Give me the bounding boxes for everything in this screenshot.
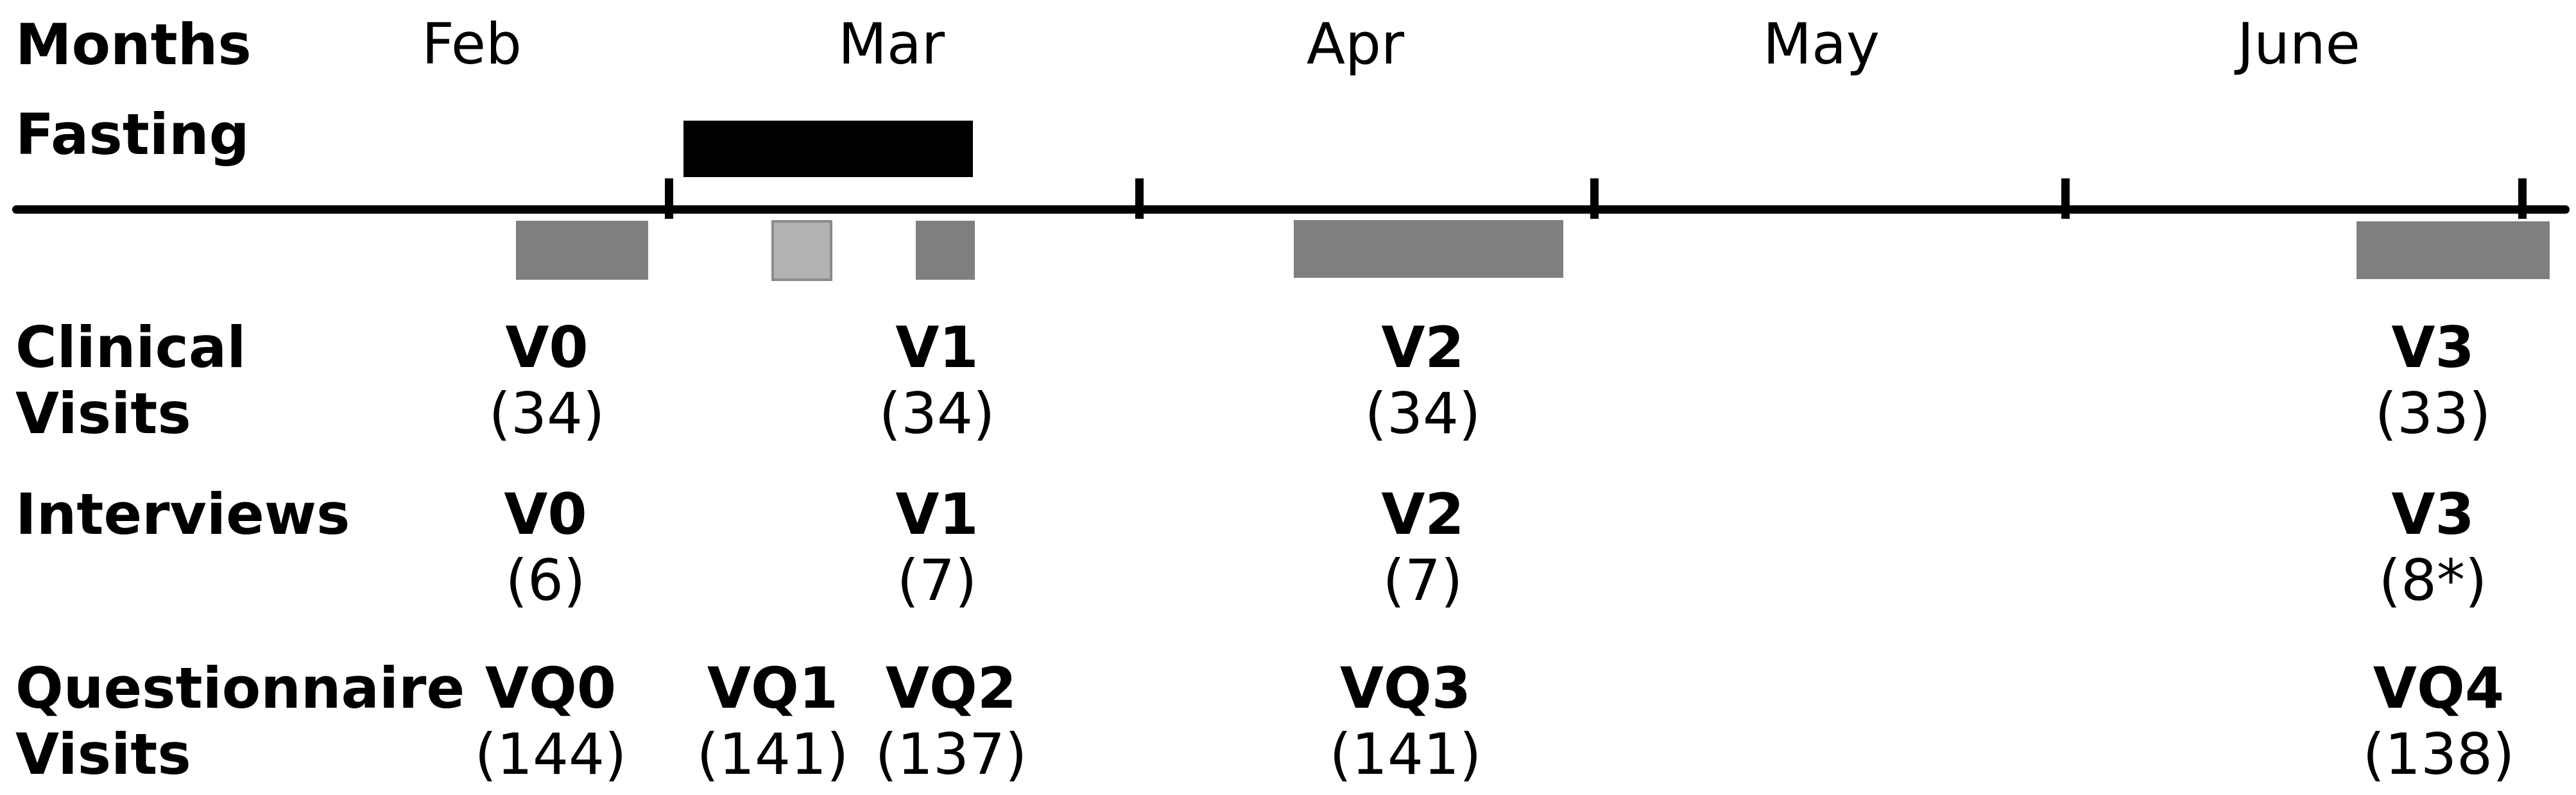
months-row-label: Months	[15, 12, 252, 78]
interviews-row-label: Interviews	[15, 486, 350, 543]
clinical-v3-name: V3	[2391, 314, 2475, 380]
questionnaire-vq0-name: VQ0	[485, 655, 617, 721]
interview-v3: V3 (8*)	[2379, 486, 2487, 609]
month-label-feb: Feb	[422, 11, 522, 77]
timeline-axis	[12, 205, 2570, 214]
clinical-visit-v3: V3 (33)	[2375, 320, 2491, 442]
timeline-tick-2	[1135, 178, 1144, 219]
questionnaire-label-line1: Questionnaire	[15, 655, 465, 721]
clinical-visits-label-line1: Clinical	[15, 314, 246, 380]
interview-v0-count: (6)	[505, 547, 586, 613]
questionnaire-vq4-name: VQ4	[2373, 655, 2505, 721]
clinical-visits-label-line2: Visits	[15, 380, 191, 447]
interview-v2-name: V2	[1381, 481, 1464, 547]
questionnaire-vq3-count: (141)	[1329, 721, 1482, 787]
month-label-may: May	[1763, 11, 1880, 77]
timeline-tick-4	[2061, 178, 2070, 219]
month-label-apr: Apr	[1306, 11, 1405, 77]
questionnaire-vq4: VQ4 (138)	[2363, 660, 2515, 783]
v3-window-bar	[2357, 221, 2550, 279]
clinical-v2-count: (34)	[1364, 380, 1481, 447]
month-label-june: June	[2237, 11, 2360, 77]
questionnaire-vq2: VQ2 (137)	[875, 660, 1027, 783]
questionnaire-vq0-count: (144)	[474, 721, 627, 787]
questionnaire-vq4-count: (138)	[2362, 721, 2515, 787]
questionnaire-vq1-count: (141)	[696, 721, 849, 787]
questionnaire-vq0: VQ0 (144)	[475, 660, 627, 783]
clinical-v0-count: (34)	[488, 380, 605, 447]
fasting-period-bar	[683, 121, 973, 177]
clinical-v3-count: (33)	[2374, 380, 2491, 447]
v1-window-bar	[916, 221, 975, 280]
interview-v1: V1 (7)	[895, 486, 978, 609]
interview-v3-count: (8*)	[2378, 547, 2487, 613]
questionnaire-vq3-name: VQ3	[1339, 655, 1472, 721]
interview-v1-name: V1	[895, 481, 979, 547]
questionnaire-vq3: VQ3 (141)	[1330, 660, 1482, 783]
clinical-v1-count: (34)	[879, 380, 995, 447]
clinical-visit-v2: V2 (34)	[1365, 320, 1481, 442]
questionnaire-vq2-name: VQ2	[885, 655, 1017, 721]
questionnaire-vq2-count: (137)	[875, 721, 1027, 787]
interview-v0-name: V0	[504, 481, 587, 547]
interview-v2: V2 (7)	[1381, 486, 1464, 609]
clinical-v0-name: V0	[505, 314, 588, 380]
v0-window-bar	[516, 221, 648, 280]
clinical-visit-v1: V1 (34)	[879, 320, 995, 442]
questionnaire-vq1: VQ1 (141)	[697, 660, 849, 783]
questionnaire-label-line2: Visits	[15, 721, 191, 787]
vq1-window-bar	[771, 220, 832, 281]
clinical-v1-name: V1	[895, 314, 979, 380]
clinical-v2-name: V2	[1381, 314, 1464, 380]
clinical-visits-row-label: Clinical Visits	[15, 320, 246, 442]
timeline-tick-3	[1590, 178, 1599, 219]
interview-v1-count: (7)	[897, 547, 977, 613]
timeline-tick-1	[665, 178, 673, 219]
interview-v3-name: V3	[2391, 481, 2475, 547]
v2-window-bar	[1294, 220, 1563, 278]
interview-v0: V0 (6)	[504, 486, 587, 609]
questionnaire-visits-row-label: Questionnaire Visits	[15, 660, 465, 783]
month-label-mar: Mar	[837, 11, 945, 77]
fasting-row-label: Fasting	[15, 101, 250, 167]
clinical-visit-v0: V0 (34)	[489, 320, 605, 442]
timeline-tick-5	[2518, 178, 2527, 219]
questionnaire-vq1-name: VQ1	[707, 655, 839, 721]
interview-v2-count: (7)	[1382, 547, 1463, 613]
interviews-label-line1: Interviews	[15, 481, 350, 547]
